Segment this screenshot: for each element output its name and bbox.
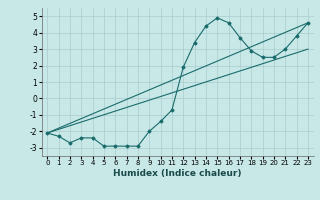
X-axis label: Humidex (Indice chaleur): Humidex (Indice chaleur) xyxy=(113,169,242,178)
